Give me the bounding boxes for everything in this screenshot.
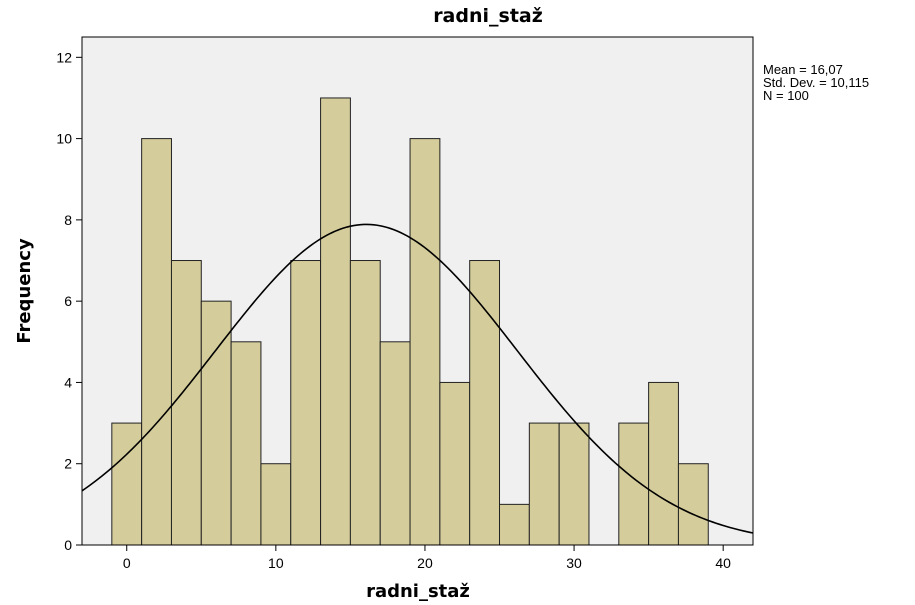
histogram-bar-11 <box>409 138 441 546</box>
histogram-bar-13 <box>469 260 501 546</box>
histogram-bar-5 <box>230 341 262 546</box>
histogram-bar-3 <box>170 260 202 546</box>
chart-title: radni_staž <box>433 5 543 27</box>
histogram-bar-6 <box>260 463 292 546</box>
histogram-bar-10 <box>379 341 411 546</box>
y-tick-label: 4 <box>64 374 72 390</box>
x-axis-label: radni_staž <box>366 581 470 602</box>
stat-std-dev: Std. Dev. = 10,115 <box>763 75 869 90</box>
histogram-bar-19 <box>648 381 679 546</box>
histogram-bar-14 <box>499 503 530 546</box>
y-axis: 0 2 4 6 8 10 12 <box>56 49 82 553</box>
x-tick-label: 40 <box>715 555 731 571</box>
x-axis: 0 10 20 30 40 <box>123 545 731 571</box>
y-tick-label: 6 <box>64 293 72 309</box>
histogram-bar-20 <box>677 463 709 546</box>
x-tick-label: 30 <box>566 555 582 571</box>
histogram-bar-18 <box>618 422 650 546</box>
stat-n: N = 100 <box>763 88 809 103</box>
x-tick-label: 0 <box>123 555 131 571</box>
y-tick-label: 0 <box>64 537 72 553</box>
histogram-bar-4 <box>200 300 232 546</box>
histogram-bar-2 <box>141 138 172 546</box>
histogram-bar-9 <box>349 260 381 546</box>
histogram-bar-8 <box>320 97 351 546</box>
histogram-bar-1 <box>111 422 143 546</box>
y-tick-label: 12 <box>56 49 72 65</box>
normal-curve <box>81 223 754 534</box>
histogram-bar-12 <box>439 381 471 546</box>
histogram-bar-15 <box>528 422 560 546</box>
histogram-bar-7 <box>290 260 322 546</box>
y-tick-label: 10 <box>56 131 72 147</box>
stats-legend: Mean = 16,07 Std. Dev. = 10,115 N = 100 <box>763 62 869 103</box>
stat-mean: Mean = 16,07 <box>763 62 843 77</box>
plot-border <box>81 36 754 546</box>
x-tick-label: 10 <box>268 555 284 571</box>
y-axis-label: Frequency <box>14 238 35 344</box>
histogram-bar-16 <box>558 422 590 546</box>
x-tick-label: 20 <box>417 555 433 571</box>
y-tick-label: 8 <box>64 212 72 228</box>
y-tick-label: 2 <box>64 456 72 472</box>
